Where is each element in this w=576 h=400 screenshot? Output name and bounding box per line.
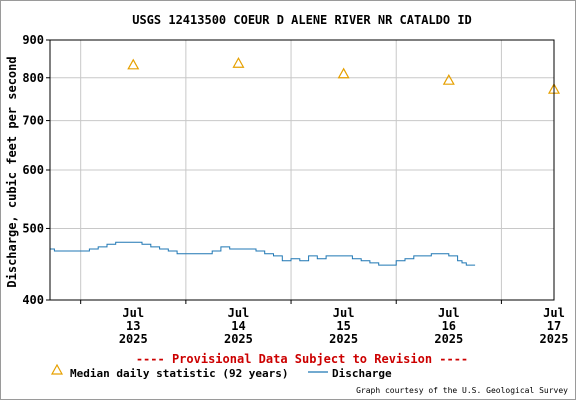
y-tick-label: 900 [22, 33, 44, 47]
y-tick-label: 700 [22, 114, 44, 128]
credit-text: Graph courtesy of the U.S. Geological Su… [356, 386, 568, 395]
legend-median-label: Median daily statistic (92 years) [70, 367, 289, 380]
y-tick-label: 500 [22, 221, 44, 235]
median-point [442, 73, 455, 85]
x-tick-label: 2025 [119, 332, 148, 346]
median-point [337, 67, 350, 79]
discharge-line [50, 241, 476, 266]
x-tick-label: 17 [547, 319, 561, 333]
x-tick-label: 14 [231, 319, 245, 333]
chart-title: USGS 12413500 COEUR D ALENE RIVER NR CAT… [132, 13, 472, 27]
grid-layer [50, 40, 554, 300]
y-axis-ticks: 400 500 600 700 800 900 [22, 33, 50, 307]
x-tick-label: 15 [336, 319, 350, 333]
y-axis-label: Discharge, cubic feet per second [5, 56, 19, 287]
x-tick-label: 2025 [224, 332, 253, 346]
x-axis-ticks: Jul132025Jul142025Jul152025Jul162025Jul1… [80, 300, 569, 346]
x-tick-label: 2025 [329, 332, 358, 346]
legend-median-marker [50, 363, 64, 375]
x-tick-label: 2025 [540, 332, 569, 346]
x-tick-label: Jul [543, 306, 565, 320]
legend: Median daily statistic (92 years) Discha… [50, 363, 392, 380]
x-tick-label: Jul [228, 306, 250, 320]
y-tick-label: 800 [22, 71, 44, 85]
legend-discharge-label: Discharge [332, 367, 392, 380]
x-tick-label: 2025 [434, 332, 463, 346]
y-tick-label: 400 [22, 293, 44, 307]
median-point [232, 57, 245, 68]
median-series [127, 57, 561, 94]
median-point [127, 58, 140, 70]
y-tick-label: 600 [22, 163, 44, 177]
x-tick-label: 16 [442, 319, 456, 333]
x-tick-label: 13 [126, 319, 140, 333]
provisional-banner: ---- Provisional Data Subject to Revisio… [136, 352, 468, 366]
x-tick-label: Jul [122, 306, 144, 320]
x-tick-label: Jul [438, 306, 460, 320]
x-tick-label: Jul [333, 306, 355, 320]
discharge-series [50, 241, 476, 266]
